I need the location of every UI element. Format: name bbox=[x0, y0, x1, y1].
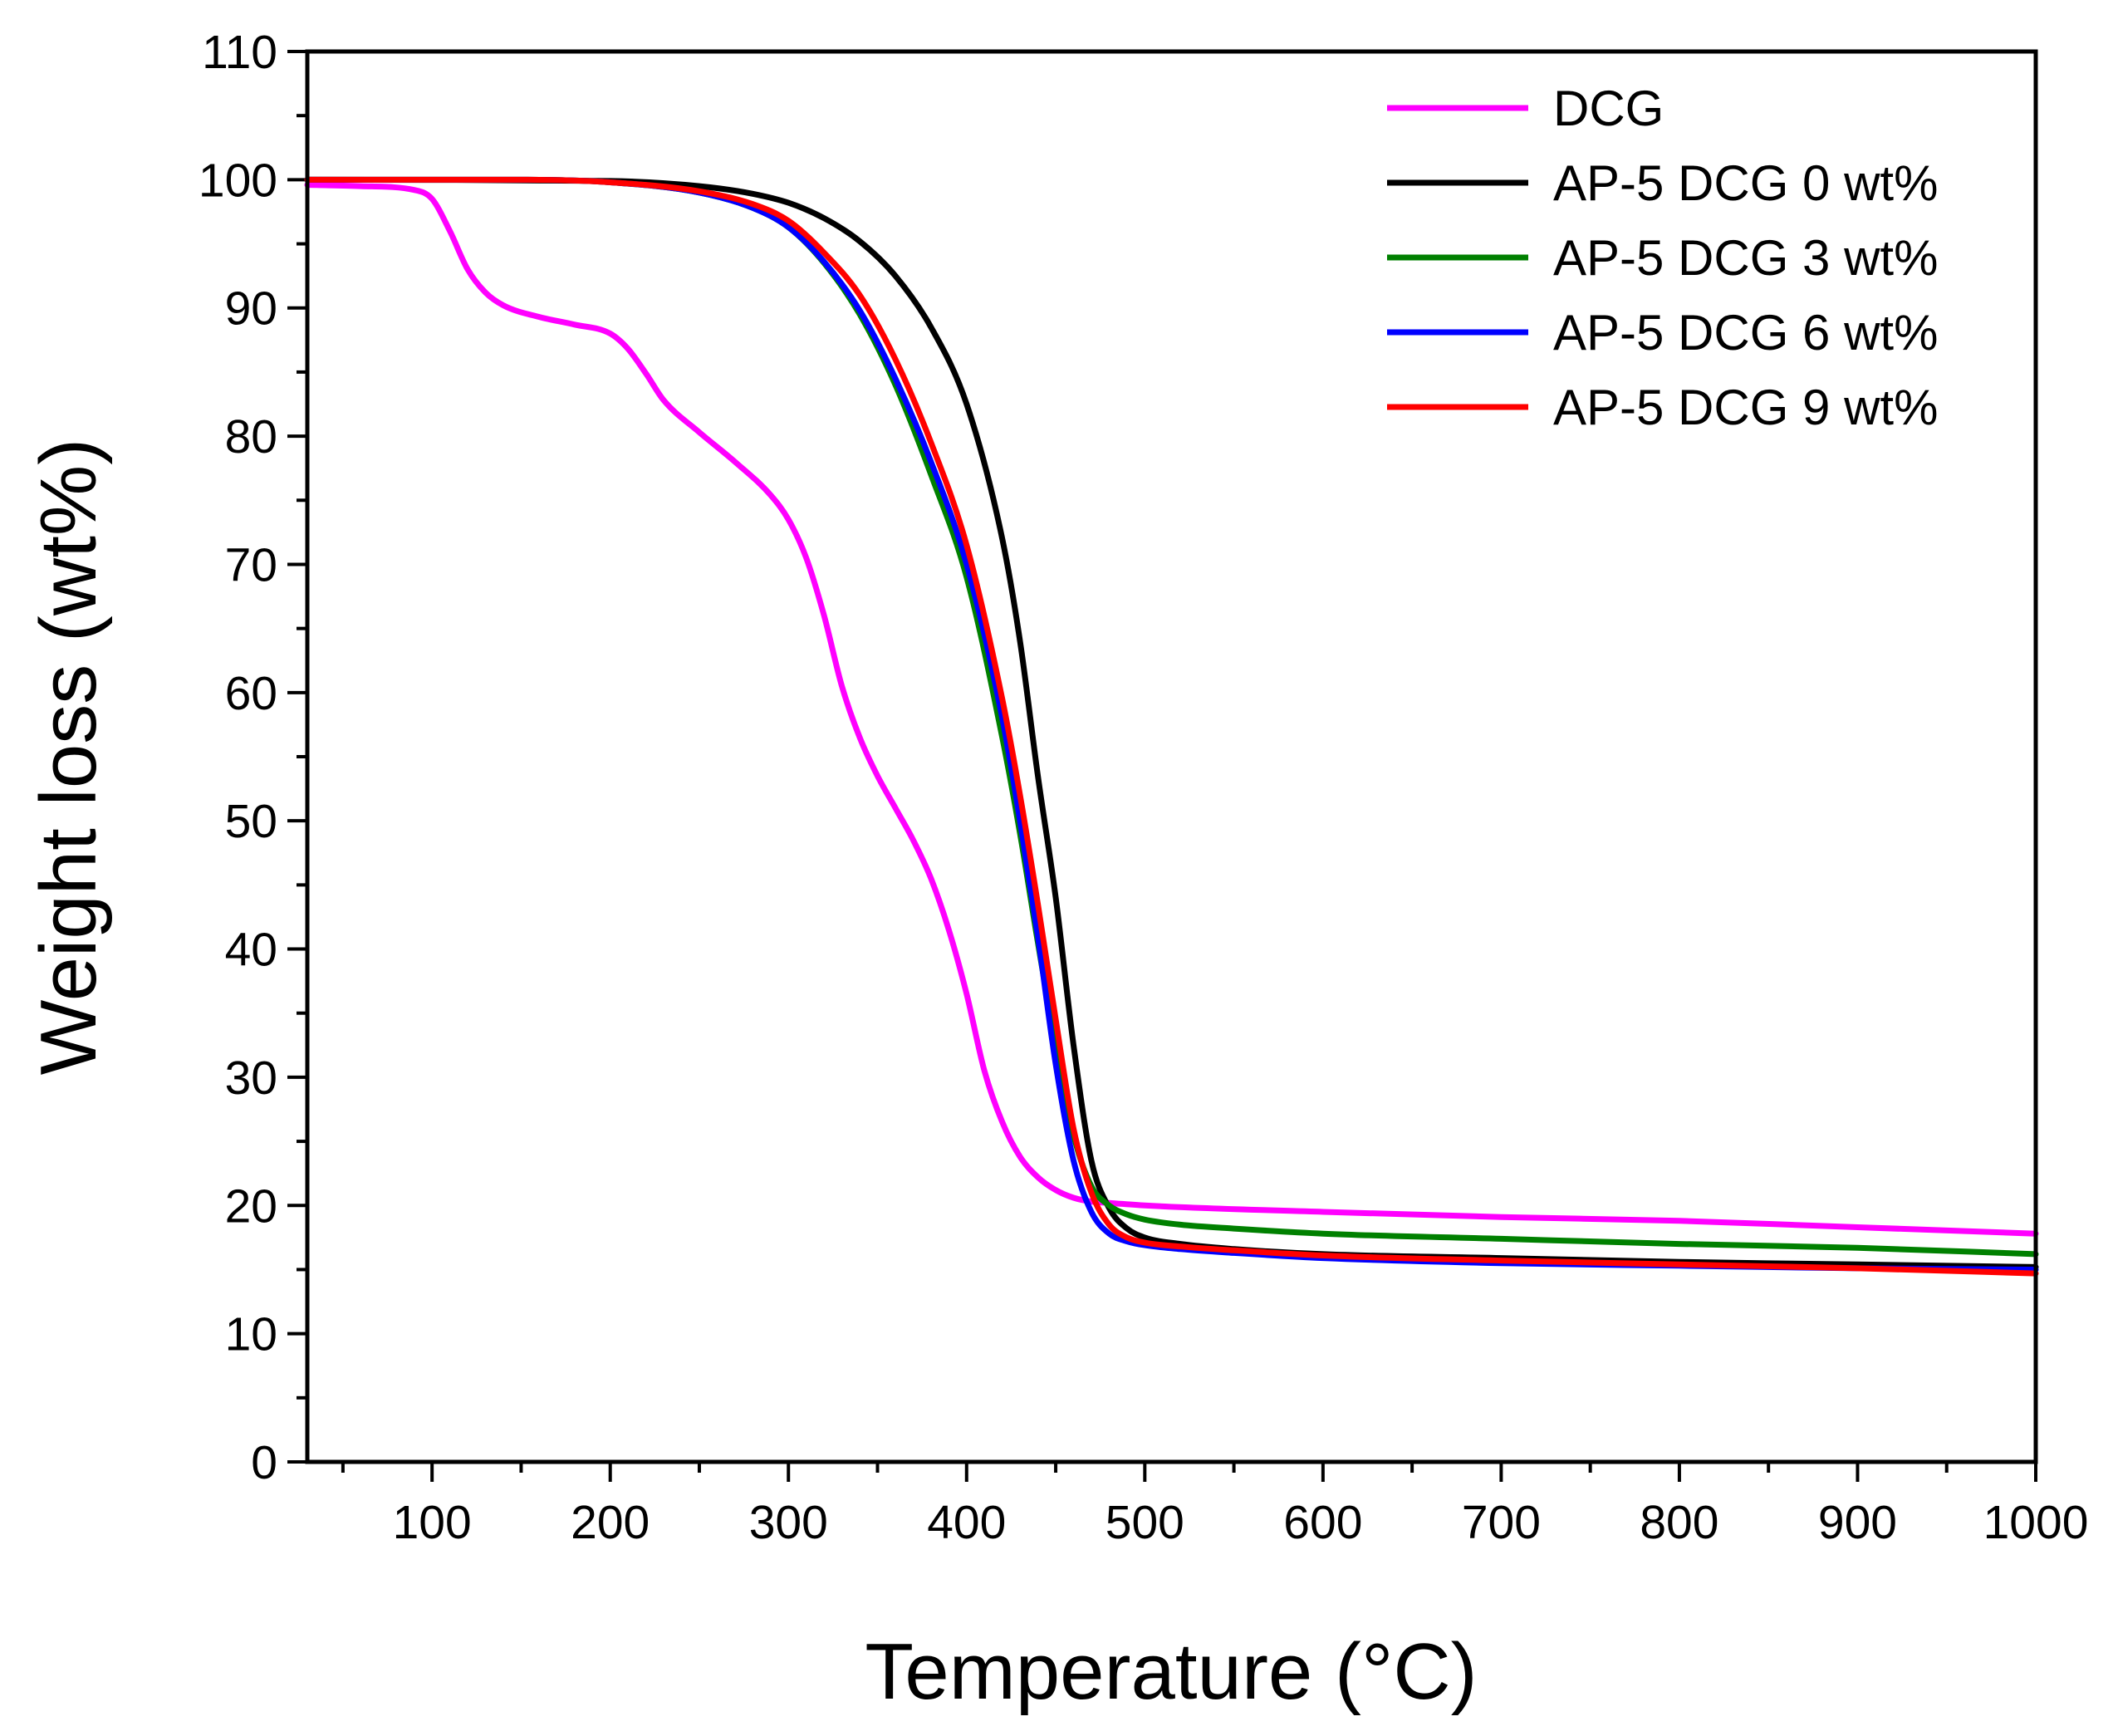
legend-label-4: AP-5 DCG 9 wt% bbox=[1553, 380, 1938, 435]
axes: 0 10 20 30 40 50 60 70 80 90 100 110 100 200 300 400 500… bbox=[199, 26, 2089, 1549]
x-tick-label: 200 bbox=[571, 1496, 650, 1549]
x-tick-label: 600 bbox=[1283, 1496, 1362, 1549]
y-tick-label: 110 bbox=[202, 26, 277, 79]
y-tick-label: 20 bbox=[225, 1179, 277, 1233]
legend-label-2: AP-5 DCG 3 wt% bbox=[1553, 230, 1938, 286]
y-tick-label: 80 bbox=[225, 410, 277, 463]
legend: DCG AP-5 DCG 0 wt% AP-5 DCG 3 wt% AP-5 DCG … bbox=[1387, 81, 1938, 435]
y-tick-label: 100 bbox=[199, 154, 277, 207]
x-tick-label: 1000 bbox=[1983, 1496, 2089, 1549]
y-tick-label: 10 bbox=[225, 1308, 277, 1361]
x-tick-label: 100 bbox=[393, 1496, 472, 1549]
legend-label-3: AP-5 DCG 6 wt% bbox=[1553, 305, 1938, 360]
y-tick-label: 90 bbox=[225, 282, 277, 336]
legend-label-0: DCG bbox=[1553, 81, 1664, 136]
series-line-4 bbox=[304, 176, 2039, 1277]
y-tick-label: 50 bbox=[225, 795, 277, 848]
x-tick-label: 300 bbox=[749, 1496, 828, 1549]
x-tick-label: 800 bbox=[1640, 1496, 1718, 1549]
y-tick-label: 0 bbox=[251, 1436, 277, 1489]
series-lines bbox=[304, 176, 2039, 1277]
y-tick-label: 60 bbox=[225, 667, 277, 720]
x-tick-label: 500 bbox=[1106, 1496, 1184, 1549]
plot-frame bbox=[305, 49, 2038, 1464]
y-tick-label: 70 bbox=[225, 538, 277, 591]
y-tick-label: 40 bbox=[225, 924, 277, 977]
series-line-0 bbox=[304, 182, 2039, 1237]
legend-label-1: AP-5 DCG 0 wt% bbox=[1553, 155, 1938, 211]
x-axis-title: Temperature (°C) bbox=[865, 1627, 1477, 1716]
y-axis-title: Weight loss (wt%) bbox=[24, 439, 113, 1075]
x-tick-label: 700 bbox=[1462, 1496, 1541, 1549]
x-tick-label: 400 bbox=[927, 1496, 1006, 1549]
x-tick-label: 900 bbox=[1818, 1496, 1897, 1549]
y-tick-label: 30 bbox=[225, 1052, 277, 1105]
